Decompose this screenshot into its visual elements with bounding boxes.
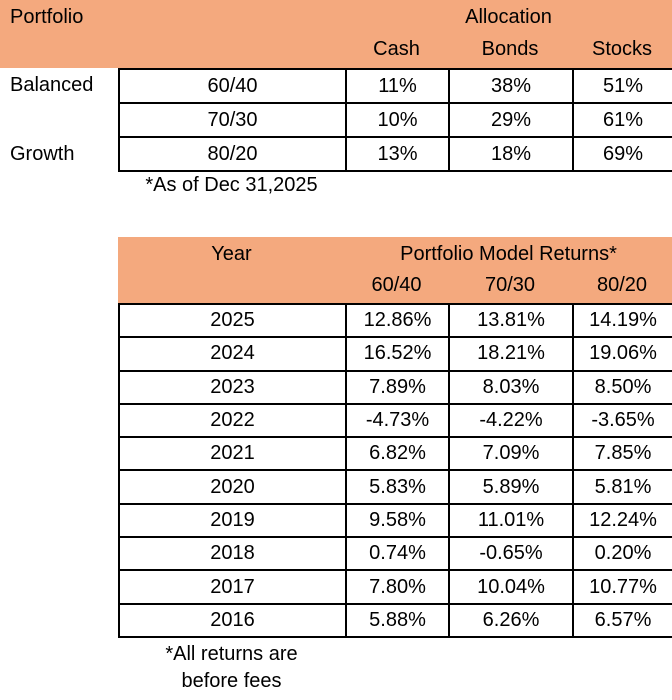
return-cell-8020: 12.24% [572, 502, 672, 539]
return-cell-6040: 7.80% [345, 569, 450, 605]
year-cell: 2023 [118, 369, 347, 405]
returns-row-2022: 2022 -4.73% -4.22% -3.65% [118, 402, 672, 439]
row-label-growth: Growth [10, 143, 75, 165]
allocation-row-7030: 70/30 10% 29% 61% [118, 102, 672, 138]
return-cell-6040: -4.73% [345, 402, 450, 439]
return-cell-8020: 5.81% [572, 469, 672, 505]
returns-footnote: *All returns are before fees [118, 641, 345, 695]
year-cell: 2018 [118, 536, 347, 572]
returns-row-2016: 2016 5.88% 6.26% 6.57% [118, 602, 672, 639]
year-cell: 2019 [118, 502, 347, 539]
returns-row-2021: 2021 6.82% 7.09% 7.85% [118, 436, 672, 472]
returns-row-2018: 2018 0.74% -0.65% 0.20% [118, 536, 672, 572]
allocation-row-growth: 80/20 13% 18% 69% [118, 136, 672, 172]
returns-row-2019: 2019 9.58% 11.01% 12.24% [118, 502, 672, 539]
column-header-stocks: Stocks [591, 38, 653, 60]
year-cell: 2020 [118, 469, 347, 505]
year-cell: 2024 [118, 336, 347, 372]
return-cell-8020: -3.65% [572, 402, 672, 439]
return-cell-8020: 7.85% [572, 436, 672, 472]
return-cell-8020: 0.20% [572, 536, 672, 572]
allocation-footnote: *As of Dec 31,2025 [145, 174, 318, 196]
model-cell: 60/40 [118, 68, 347, 104]
model-cell: 80/20 [118, 136, 347, 172]
cash-cell: 13% [345, 136, 450, 172]
year-column-header: Year [211, 243, 252, 265]
return-cell-8020: 8.50% [572, 369, 672, 405]
return-cell-6040: 5.83% [345, 469, 450, 505]
year-cell: 2022 [118, 402, 347, 439]
returns-row-2024: 2024 16.52% 18.21% 19.06% [118, 336, 672, 372]
return-cell-7030: 6.26% [448, 602, 574, 639]
year-cell: 2017 [118, 569, 347, 605]
return-cell-8020: 19.06% [572, 336, 672, 372]
return-cell-7030: 11.01% [448, 502, 574, 539]
row-label-balanced: Balanced [10, 74, 94, 96]
allocation-table: 60/40 11% 38% 51% 70/30 10% 29% 61% 80/2… [118, 68, 672, 172]
model-cell: 70/30 [118, 102, 347, 138]
column-header-6040: 60/40 [371, 274, 422, 296]
stocks-cell: 61% [572, 102, 672, 138]
returns-group-header: Portfolio Model Returns* [400, 243, 617, 265]
returns-row-2023: 2023 7.89% 8.03% 8.50% [118, 369, 672, 405]
return-cell-6040: 0.74% [345, 536, 450, 572]
column-header-8020: 80/20 [596, 274, 648, 296]
return-cell-7030: 10.04% [448, 569, 574, 605]
returns-row-2020: 2020 5.83% 5.89% 5.81% [118, 469, 672, 505]
return-cell-7030: 8.03% [448, 369, 574, 405]
returns-row-2025: 2025 12.86% 13.81% 14.19% [118, 302, 672, 339]
allocation-group-header: Allocation [465, 6, 552, 28]
returns-row-2017: 2017 7.80% 10.04% 10.77% [118, 569, 672, 605]
year-cell: 2021 [118, 436, 347, 472]
allocation-row-balanced: 60/40 11% 38% 51% [118, 68, 672, 104]
column-header-7030: 70/30 [484, 274, 536, 296]
returns-footnote-line1: *All returns are [165, 643, 298, 665]
allocation-header-band: Portfolio Allocation Cash Bonds Stocks [0, 0, 672, 68]
return-cell-7030: 7.09% [448, 436, 574, 472]
returns-footnote-line2: before fees [181, 670, 282, 692]
year-cell: 2016 [118, 602, 347, 639]
bonds-cell: 29% [448, 102, 574, 138]
cash-cell: 11% [345, 68, 450, 104]
returns-table: 2025 12.86% 13.81% 14.19% 2024 16.52% 18… [118, 302, 672, 639]
portfolio-corner-label: Portfolio [10, 6, 84, 28]
return-cell-8020: 6.57% [572, 602, 672, 639]
return-cell-7030: 13.81% [448, 302, 574, 339]
bonds-cell: 18% [448, 136, 574, 172]
return-cell-6040: 12.86% [345, 302, 450, 339]
return-cell-6040: 6.82% [345, 436, 450, 472]
return-cell-7030: 18.21% [448, 336, 574, 372]
stocks-cell: 51% [572, 68, 672, 104]
year-cell: 2025 [118, 302, 347, 339]
return-cell-6040: 16.52% [345, 336, 450, 372]
return-cell-6040: 5.88% [345, 602, 450, 639]
return-cell-8020: 14.19% [572, 302, 672, 339]
returns-header-band: Year Portfolio Model Returns* 60/40 70/3… [118, 237, 672, 303]
return-cell-6040: 9.58% [345, 502, 450, 539]
return-cell-8020: 10.77% [572, 569, 672, 605]
stocks-cell: 69% [572, 136, 672, 172]
column-header-bonds: Bonds [481, 38, 539, 60]
return-cell-7030: -0.65% [448, 536, 574, 572]
column-header-cash: Cash [373, 38, 420, 60]
return-cell-7030: 5.89% [448, 469, 574, 505]
bonds-cell: 38% [448, 68, 574, 104]
return-cell-7030: -4.22% [448, 402, 574, 439]
cash-cell: 10% [345, 102, 450, 138]
return-cell-6040: 7.89% [345, 369, 450, 405]
